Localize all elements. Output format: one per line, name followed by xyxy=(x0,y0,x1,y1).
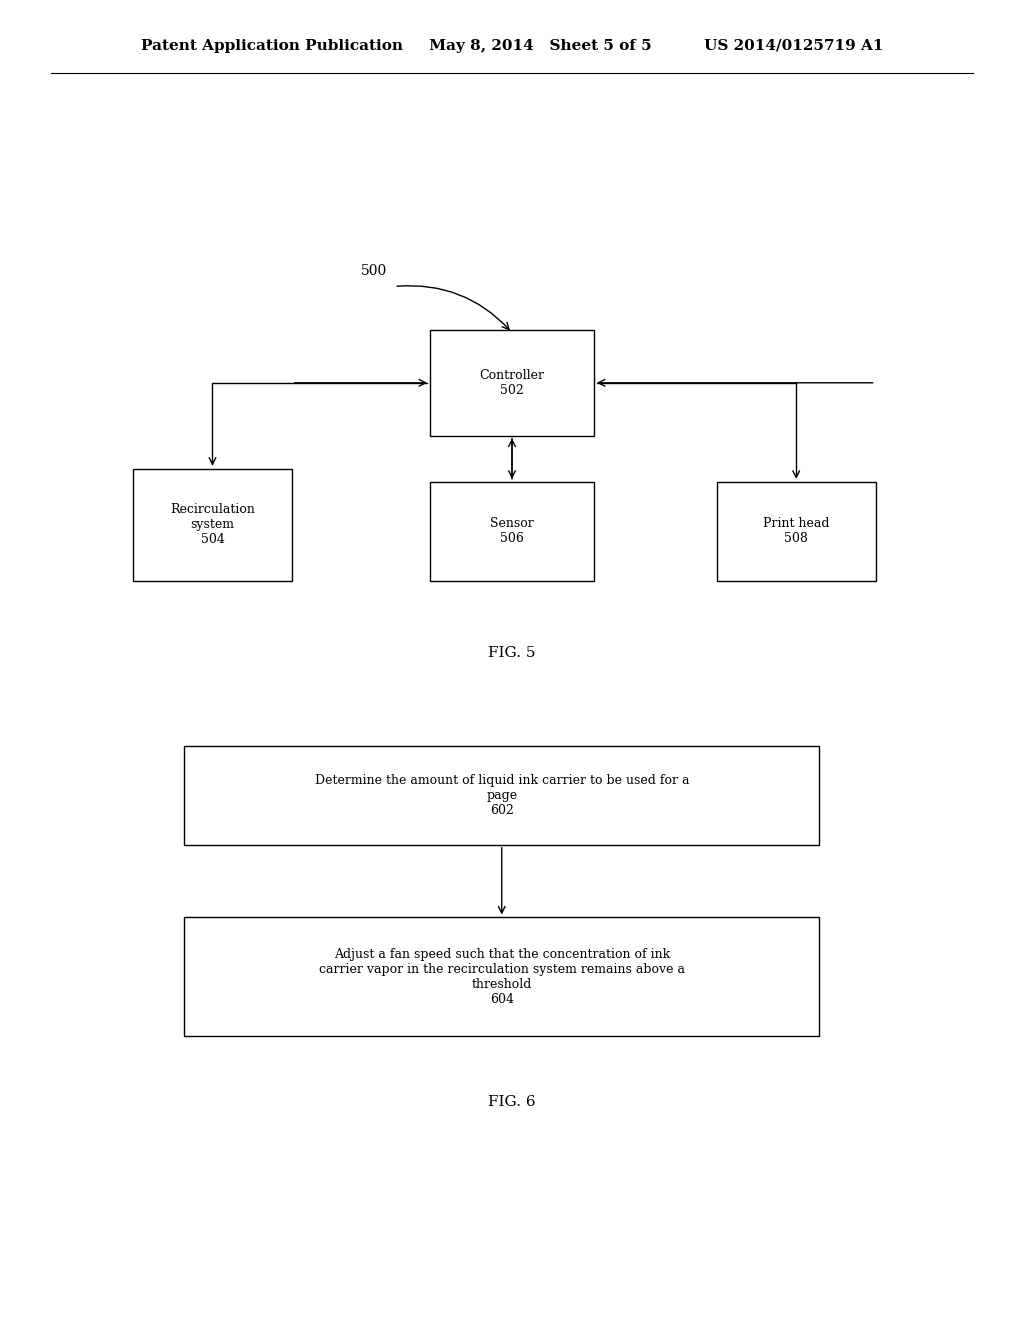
Text: Recirculation
system
504: Recirculation system 504 xyxy=(170,503,255,546)
Text: Determine the amount of liquid ink carrier to be used for a
page
602: Determine the amount of liquid ink carri… xyxy=(314,774,689,817)
Text: FIG. 5: FIG. 5 xyxy=(488,647,536,660)
Text: Print head
508: Print head 508 xyxy=(763,517,829,545)
FancyBboxPatch shape xyxy=(430,482,594,581)
FancyBboxPatch shape xyxy=(430,330,594,436)
FancyBboxPatch shape xyxy=(717,482,876,581)
Text: Adjust a fan speed such that the concentration of ink
carrier vapor in the recir: Adjust a fan speed such that the concent… xyxy=(318,948,685,1006)
FancyBboxPatch shape xyxy=(184,917,819,1036)
Text: FIG. 6: FIG. 6 xyxy=(488,1096,536,1109)
FancyBboxPatch shape xyxy=(133,469,292,581)
FancyBboxPatch shape xyxy=(184,746,819,845)
Text: Controller
502: Controller 502 xyxy=(479,368,545,397)
Text: 500: 500 xyxy=(360,264,387,277)
Text: Patent Application Publication     May 8, 2014   Sheet 5 of 5          US 2014/0: Patent Application Publication May 8, 20… xyxy=(140,40,884,53)
Text: Sensor
506: Sensor 506 xyxy=(490,517,534,545)
